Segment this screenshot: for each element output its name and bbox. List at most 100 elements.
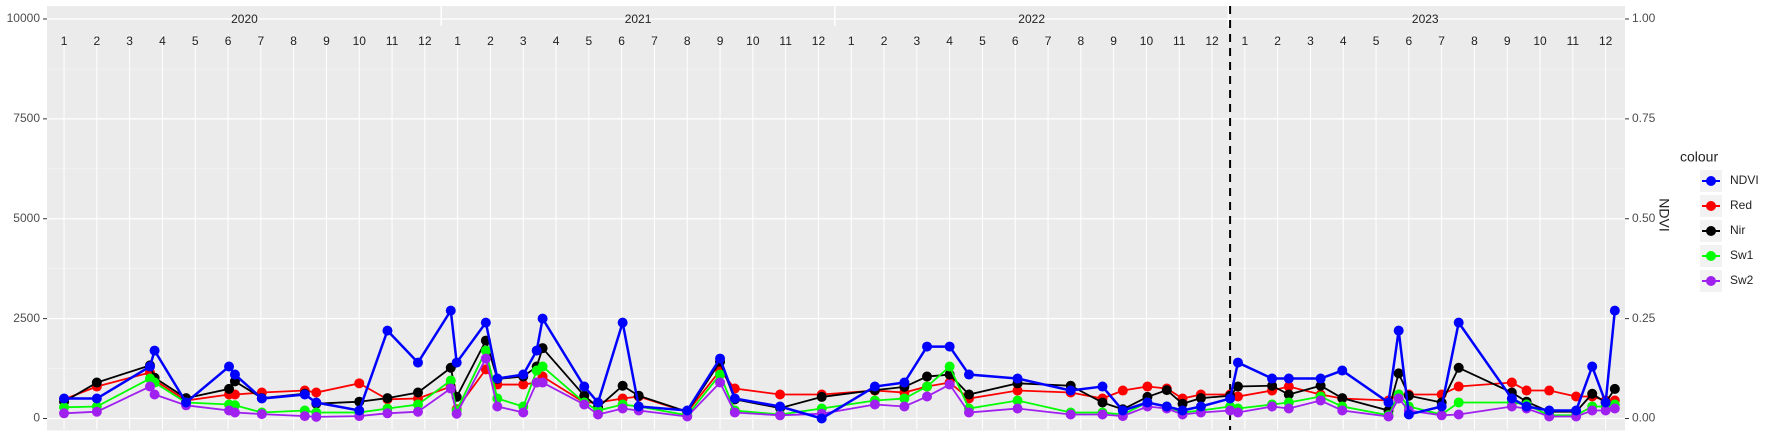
panel-background xyxy=(47,6,1625,430)
year-label: 2021 xyxy=(625,12,652,26)
data-point xyxy=(1600,397,1611,408)
data-point xyxy=(715,377,726,388)
series-line xyxy=(64,306,1617,420)
data-point xyxy=(1453,409,1464,420)
data-point xyxy=(593,397,604,408)
y2-tick-label: 0.25 xyxy=(1632,311,1656,325)
data-point xyxy=(518,369,529,380)
data-point xyxy=(531,345,542,356)
data-point xyxy=(1587,361,1598,372)
month-label: 7 xyxy=(1045,34,1052,48)
data-point xyxy=(149,389,160,400)
y-tick-label: 10000 xyxy=(7,11,41,25)
data-point xyxy=(1283,373,1294,384)
data-point xyxy=(1383,397,1394,408)
data-point xyxy=(1065,409,1076,420)
data-point xyxy=(311,411,322,422)
data-point xyxy=(593,409,604,420)
data-point xyxy=(144,361,155,372)
data-point xyxy=(518,407,529,418)
month-label: 10 xyxy=(353,34,367,48)
year-label: 2020 xyxy=(231,12,258,26)
data-point xyxy=(1587,405,1598,416)
data-point xyxy=(311,387,322,398)
data-point xyxy=(299,411,310,422)
month-label: 3 xyxy=(126,34,133,48)
data-point xyxy=(1117,405,1128,416)
data-point xyxy=(492,401,503,412)
data-point xyxy=(1117,385,1128,396)
data-point xyxy=(1506,401,1517,412)
y2-tick-label: 0.00 xyxy=(1632,411,1656,425)
month-label: 6 xyxy=(225,34,232,48)
month-label: 8 xyxy=(684,34,691,48)
y-tick-label: 7500 xyxy=(13,111,40,125)
data-point xyxy=(1393,325,1404,336)
legend-marker xyxy=(1706,176,1716,186)
month-label: 10 xyxy=(746,34,760,48)
data-point xyxy=(633,401,644,412)
data-point xyxy=(1177,405,1188,416)
data-point xyxy=(1453,381,1464,392)
data-point xyxy=(1232,357,1243,368)
data-point xyxy=(1571,405,1582,416)
data-point xyxy=(899,401,910,412)
month-label: 2 xyxy=(881,34,888,48)
data-point xyxy=(964,389,975,400)
month-label: 4 xyxy=(1340,34,1347,48)
data-point xyxy=(412,387,423,398)
data-point xyxy=(1232,381,1243,392)
legend-label: Sw1 xyxy=(1730,248,1754,262)
data-point xyxy=(1609,383,1620,394)
data-point xyxy=(382,408,393,419)
month-label: 4 xyxy=(553,34,560,48)
data-point xyxy=(1337,365,1348,376)
data-point xyxy=(1453,362,1464,373)
data-point xyxy=(1571,391,1582,402)
month-label: 5 xyxy=(979,34,986,48)
data-point xyxy=(1337,405,1348,416)
month-label: 9 xyxy=(1110,34,1117,48)
month-label: 10 xyxy=(1140,34,1154,48)
month-label: 3 xyxy=(520,34,527,48)
data-point xyxy=(715,353,726,364)
data-point xyxy=(922,341,933,352)
data-point xyxy=(1609,403,1620,414)
data-point xyxy=(412,357,423,368)
data-point xyxy=(715,369,726,380)
data-point xyxy=(964,407,975,418)
month-label: 2 xyxy=(487,34,494,48)
month-label: 1 xyxy=(454,34,461,48)
data-point xyxy=(579,399,590,410)
month-label: 7 xyxy=(1438,34,1445,48)
data-point xyxy=(1315,380,1326,391)
data-point xyxy=(775,389,786,400)
data-point xyxy=(1436,410,1447,421)
data-point xyxy=(445,305,456,316)
month-label: 7 xyxy=(258,34,265,48)
month-label: 8 xyxy=(1078,34,1085,48)
data-point xyxy=(59,393,70,404)
data-point xyxy=(1436,401,1447,412)
data-point xyxy=(1315,395,1326,406)
data-point xyxy=(480,353,491,364)
data-point xyxy=(579,381,590,392)
data-point xyxy=(617,403,628,414)
legend-label: Sw2 xyxy=(1730,273,1754,287)
data-point xyxy=(1283,381,1294,392)
data-point xyxy=(537,313,548,324)
data-point xyxy=(1267,380,1278,391)
data-point xyxy=(480,345,491,356)
data-point xyxy=(869,399,880,410)
data-point xyxy=(537,361,548,372)
month-label: 11 xyxy=(779,34,792,48)
month-label: 12 xyxy=(418,34,432,48)
data-point xyxy=(311,397,322,408)
data-point xyxy=(91,377,102,388)
data-point xyxy=(382,325,393,336)
legend-marker xyxy=(1706,226,1716,236)
data-point xyxy=(922,391,933,402)
data-point xyxy=(1097,409,1108,420)
y2-tick-label: 1.00 xyxy=(1632,11,1656,25)
